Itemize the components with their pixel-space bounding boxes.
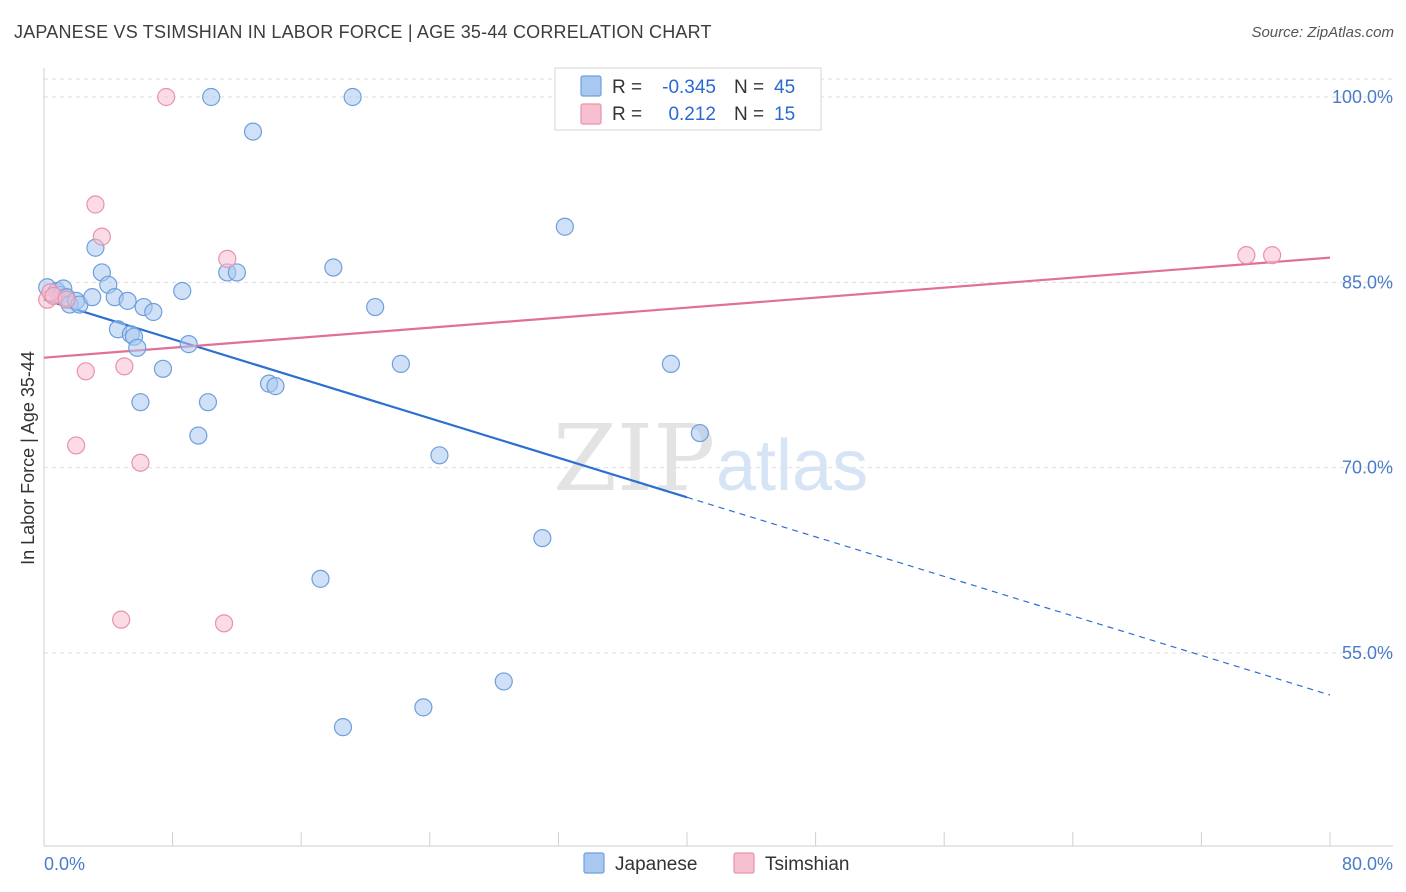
stats-swatch-tsimshian xyxy=(580,103,602,125)
stats-r-value-japanese: -0.345 xyxy=(662,77,716,98)
point-japanese xyxy=(661,354,681,373)
stats-n-label-tsimshian: N = xyxy=(734,104,764,125)
trendline-japanese xyxy=(43,298,688,499)
chart-title: JAPANESE VS TSIMSHIAN IN LABOR FORCE | A… xyxy=(14,22,712,42)
stats-n-value-tsimshian: 15 xyxy=(774,104,795,125)
grid-layer xyxy=(44,78,1393,654)
stats-r-label-japanese: R = xyxy=(612,77,642,98)
point-tsimshian xyxy=(218,249,237,268)
legend: Japanese Tsimshian xyxy=(583,852,849,875)
stats-box: R = -0.345 N = 45 R = 0.212 N = 15 xyxy=(554,67,822,131)
point-tsimshian xyxy=(1237,246,1256,265)
y-tick-label-55: 55.0% xyxy=(1342,643,1393,663)
point-japanese xyxy=(243,122,263,141)
y-tick-label-70: 70.0% xyxy=(1342,458,1393,478)
point-japanese xyxy=(266,377,285,396)
point-japanese xyxy=(118,291,137,310)
ticks-layer: 55.0% 70.0% 85.0% 100.0% 0.0% 80.0% xyxy=(43,87,1393,874)
point-japanese xyxy=(128,338,147,357)
point-japanese xyxy=(430,446,449,465)
trend-layer xyxy=(43,256,1331,696)
point-japanese xyxy=(202,87,221,107)
axes-layer xyxy=(43,68,1393,847)
point-tsimshian xyxy=(92,227,111,246)
chart-source: Source: ZipAtlas.com xyxy=(1251,24,1394,41)
watermark-atlas: atlas xyxy=(716,426,868,506)
point-tsimshian xyxy=(131,453,150,472)
point-japanese xyxy=(131,393,150,412)
point-tsimshian xyxy=(112,610,131,629)
x-tick-label-min: 0.0% xyxy=(44,854,85,874)
watermark: ZIP atlas xyxy=(553,405,868,512)
legend-label-japanese: Japanese xyxy=(615,854,697,875)
trendline-tsimshian xyxy=(43,256,1331,359)
stats-swatch-japanese xyxy=(580,75,602,97)
point-japanese xyxy=(198,393,218,412)
legend-swatch-japanese xyxy=(583,852,605,874)
x-tick-label-max: 80.0% xyxy=(1342,854,1393,874)
point-japanese xyxy=(227,263,246,282)
watermark-zip: ZIP xyxy=(553,405,715,512)
point-tsimshian xyxy=(214,614,234,633)
y-axis-label: In Labor Force | Age 35-44 xyxy=(18,351,38,565)
point-japanese xyxy=(189,426,208,445)
trendline-japanese-extension xyxy=(686,496,1331,696)
y-tick-label-100: 100.0% xyxy=(1332,87,1393,107)
point-japanese xyxy=(494,672,513,691)
point-japanese xyxy=(533,528,552,548)
point-tsimshian xyxy=(115,357,134,376)
point-japanese xyxy=(690,423,709,443)
point-japanese xyxy=(153,359,173,378)
point-tsimshian xyxy=(76,362,95,381)
point-japanese xyxy=(366,297,385,317)
point-japanese xyxy=(173,281,192,301)
point-japanese xyxy=(414,698,433,717)
point-tsimshian xyxy=(86,195,105,214)
point-japanese xyxy=(179,335,198,354)
points-layer xyxy=(38,87,1282,737)
point-japanese xyxy=(555,217,574,236)
stats-n-label-japanese: N = xyxy=(734,77,764,98)
point-tsimshian xyxy=(57,290,76,309)
stats-r-value-tsimshian: 0.212 xyxy=(668,104,716,125)
point-tsimshian xyxy=(67,436,86,455)
point-japanese xyxy=(311,569,330,588)
point-tsimshian xyxy=(157,87,176,107)
point-tsimshian xyxy=(1263,246,1282,265)
legend-swatch-tsimshian xyxy=(733,852,755,874)
point-japanese xyxy=(144,302,163,322)
stats-n-value-japanese: 45 xyxy=(774,77,795,98)
point-japanese xyxy=(333,718,353,737)
stats-r-label-tsimshian: R = xyxy=(612,104,642,125)
point-japanese xyxy=(324,258,343,277)
point-japanese xyxy=(343,87,362,107)
legend-label-tsimshian: Tsimshian xyxy=(765,854,849,875)
y-tick-label-85: 85.0% xyxy=(1342,272,1393,292)
point-japanese xyxy=(83,288,102,307)
point-japanese xyxy=(391,354,410,373)
